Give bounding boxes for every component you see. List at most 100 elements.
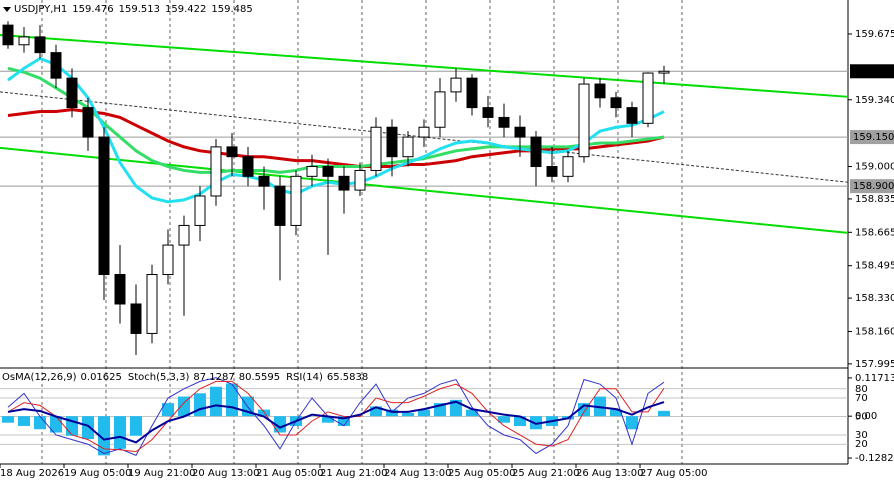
candle-body xyxy=(50,52,62,79)
osma-bar xyxy=(498,416,510,423)
price-label-box xyxy=(850,179,894,194)
candle-body xyxy=(498,116,510,128)
osma-bar xyxy=(178,396,190,417)
osma-bar xyxy=(626,416,638,430)
candle-body xyxy=(354,169,366,191)
price-label-box xyxy=(850,130,894,145)
osma-bar xyxy=(114,416,126,449)
price-label-box xyxy=(850,64,894,79)
trendline xyxy=(0,146,849,234)
candle-body xyxy=(114,274,126,305)
header-value: USDJPY,H1 xyxy=(14,4,67,15)
x-tick-label: 21 Aug 05:00 xyxy=(256,468,323,479)
candle-body xyxy=(306,166,318,177)
candle-body xyxy=(162,244,174,276)
candle-body xyxy=(2,24,14,46)
osma-bar xyxy=(418,409,430,417)
y-tick-label: -0.12821 xyxy=(855,453,894,464)
x-tick-label: 24 Aug 13:00 xyxy=(384,468,451,479)
candle-body xyxy=(642,72,654,124)
x-tick-label: 25 Aug 21:00 xyxy=(512,468,579,479)
trendline xyxy=(0,33,849,98)
candle-body xyxy=(258,175,270,187)
y-tick-label: 80 xyxy=(855,384,868,395)
candle-body xyxy=(210,146,222,197)
candle-body xyxy=(82,107,94,138)
candle-body xyxy=(274,185,286,226)
y-tick-label: 159.000 xyxy=(855,162,894,173)
y-tick-label: 0.00 xyxy=(855,411,877,422)
moving-average xyxy=(7,56,665,204)
moving-average xyxy=(7,108,665,169)
y-tick-label: 70 xyxy=(855,393,868,404)
x-tick-label: 18 Aug 2026 xyxy=(0,468,64,479)
candle-body xyxy=(194,195,206,226)
candle-body xyxy=(370,126,382,171)
candle-body xyxy=(514,126,526,138)
y-tick-label: 0.11713 xyxy=(855,373,894,384)
osma-bar xyxy=(274,416,286,433)
osma-bar xyxy=(466,409,478,417)
y-tick-label: 158.160 xyxy=(855,326,894,337)
header-value: Stoch(5,3,3) xyxy=(128,372,190,383)
osma-bar xyxy=(530,416,542,430)
x-tick-label: 19 Aug 05:00 xyxy=(64,468,131,479)
menu-arrow xyxy=(3,7,11,12)
y-tick-label: 157.995 xyxy=(855,359,894,370)
x-tick-label: 20 Aug 13:00 xyxy=(192,468,259,479)
candle-body xyxy=(594,83,606,99)
candle-body xyxy=(18,36,30,46)
indicator-line xyxy=(7,380,665,453)
header-value: 87.1287 xyxy=(193,372,234,383)
candle-body xyxy=(322,166,334,177)
osma-bar xyxy=(82,416,94,440)
osma-bar xyxy=(2,416,14,423)
candle-body xyxy=(530,136,542,168)
y-tick-label: 158.835 xyxy=(855,194,894,205)
candle-body xyxy=(226,146,238,158)
candle-body xyxy=(434,91,446,128)
osma-bar xyxy=(258,409,270,417)
y-tick-label: 30 xyxy=(855,430,868,441)
header-value: 0.01625 xyxy=(81,372,122,383)
x-tick-label: 26 Aug 13:00 xyxy=(576,468,643,479)
indicator-line xyxy=(7,400,665,444)
header-value: 159.476 xyxy=(72,4,113,15)
osma-bar xyxy=(194,393,206,417)
osma-bar xyxy=(370,406,382,417)
osma-bar xyxy=(98,416,110,456)
y-tick-label: 159.340 xyxy=(855,95,894,106)
candle-body xyxy=(418,126,430,138)
candle-body xyxy=(66,77,78,109)
candle-body xyxy=(578,83,590,158)
header-value: 159.513 xyxy=(119,4,160,15)
candle-body xyxy=(450,77,462,93)
candle-body xyxy=(466,77,478,109)
x-tick-label: 19 Aug 21:00 xyxy=(128,468,195,479)
candle-body xyxy=(610,97,622,109)
osma-bar xyxy=(386,409,398,417)
header-value: 159.422 xyxy=(165,4,206,15)
candle-body xyxy=(562,156,574,177)
candle-body xyxy=(482,107,494,118)
y-tick-label: 158.495 xyxy=(855,261,894,272)
y-tick-label: 158.330 xyxy=(855,293,894,304)
header-value: 80.5595 xyxy=(239,372,280,383)
y-tick-label: 50 xyxy=(855,412,868,423)
header-value: 65.5838 xyxy=(327,372,368,383)
level-label: 159.150 xyxy=(853,132,894,143)
candle-body xyxy=(242,156,254,177)
osma-bar xyxy=(34,416,46,430)
candle-body xyxy=(402,136,414,158)
candle-body xyxy=(386,126,398,158)
candle-body xyxy=(178,224,190,246)
y-tick-label: 158.665 xyxy=(855,227,894,238)
x-tick-label: 25 Aug 05:00 xyxy=(448,468,515,479)
osma-bar xyxy=(322,416,334,423)
candle-body xyxy=(34,36,46,54)
candle-body xyxy=(626,107,638,124)
chart-header: USDJPY,H1 159.476 159.513 159.422 159.485 xyxy=(14,4,253,15)
moving-average xyxy=(7,66,665,174)
